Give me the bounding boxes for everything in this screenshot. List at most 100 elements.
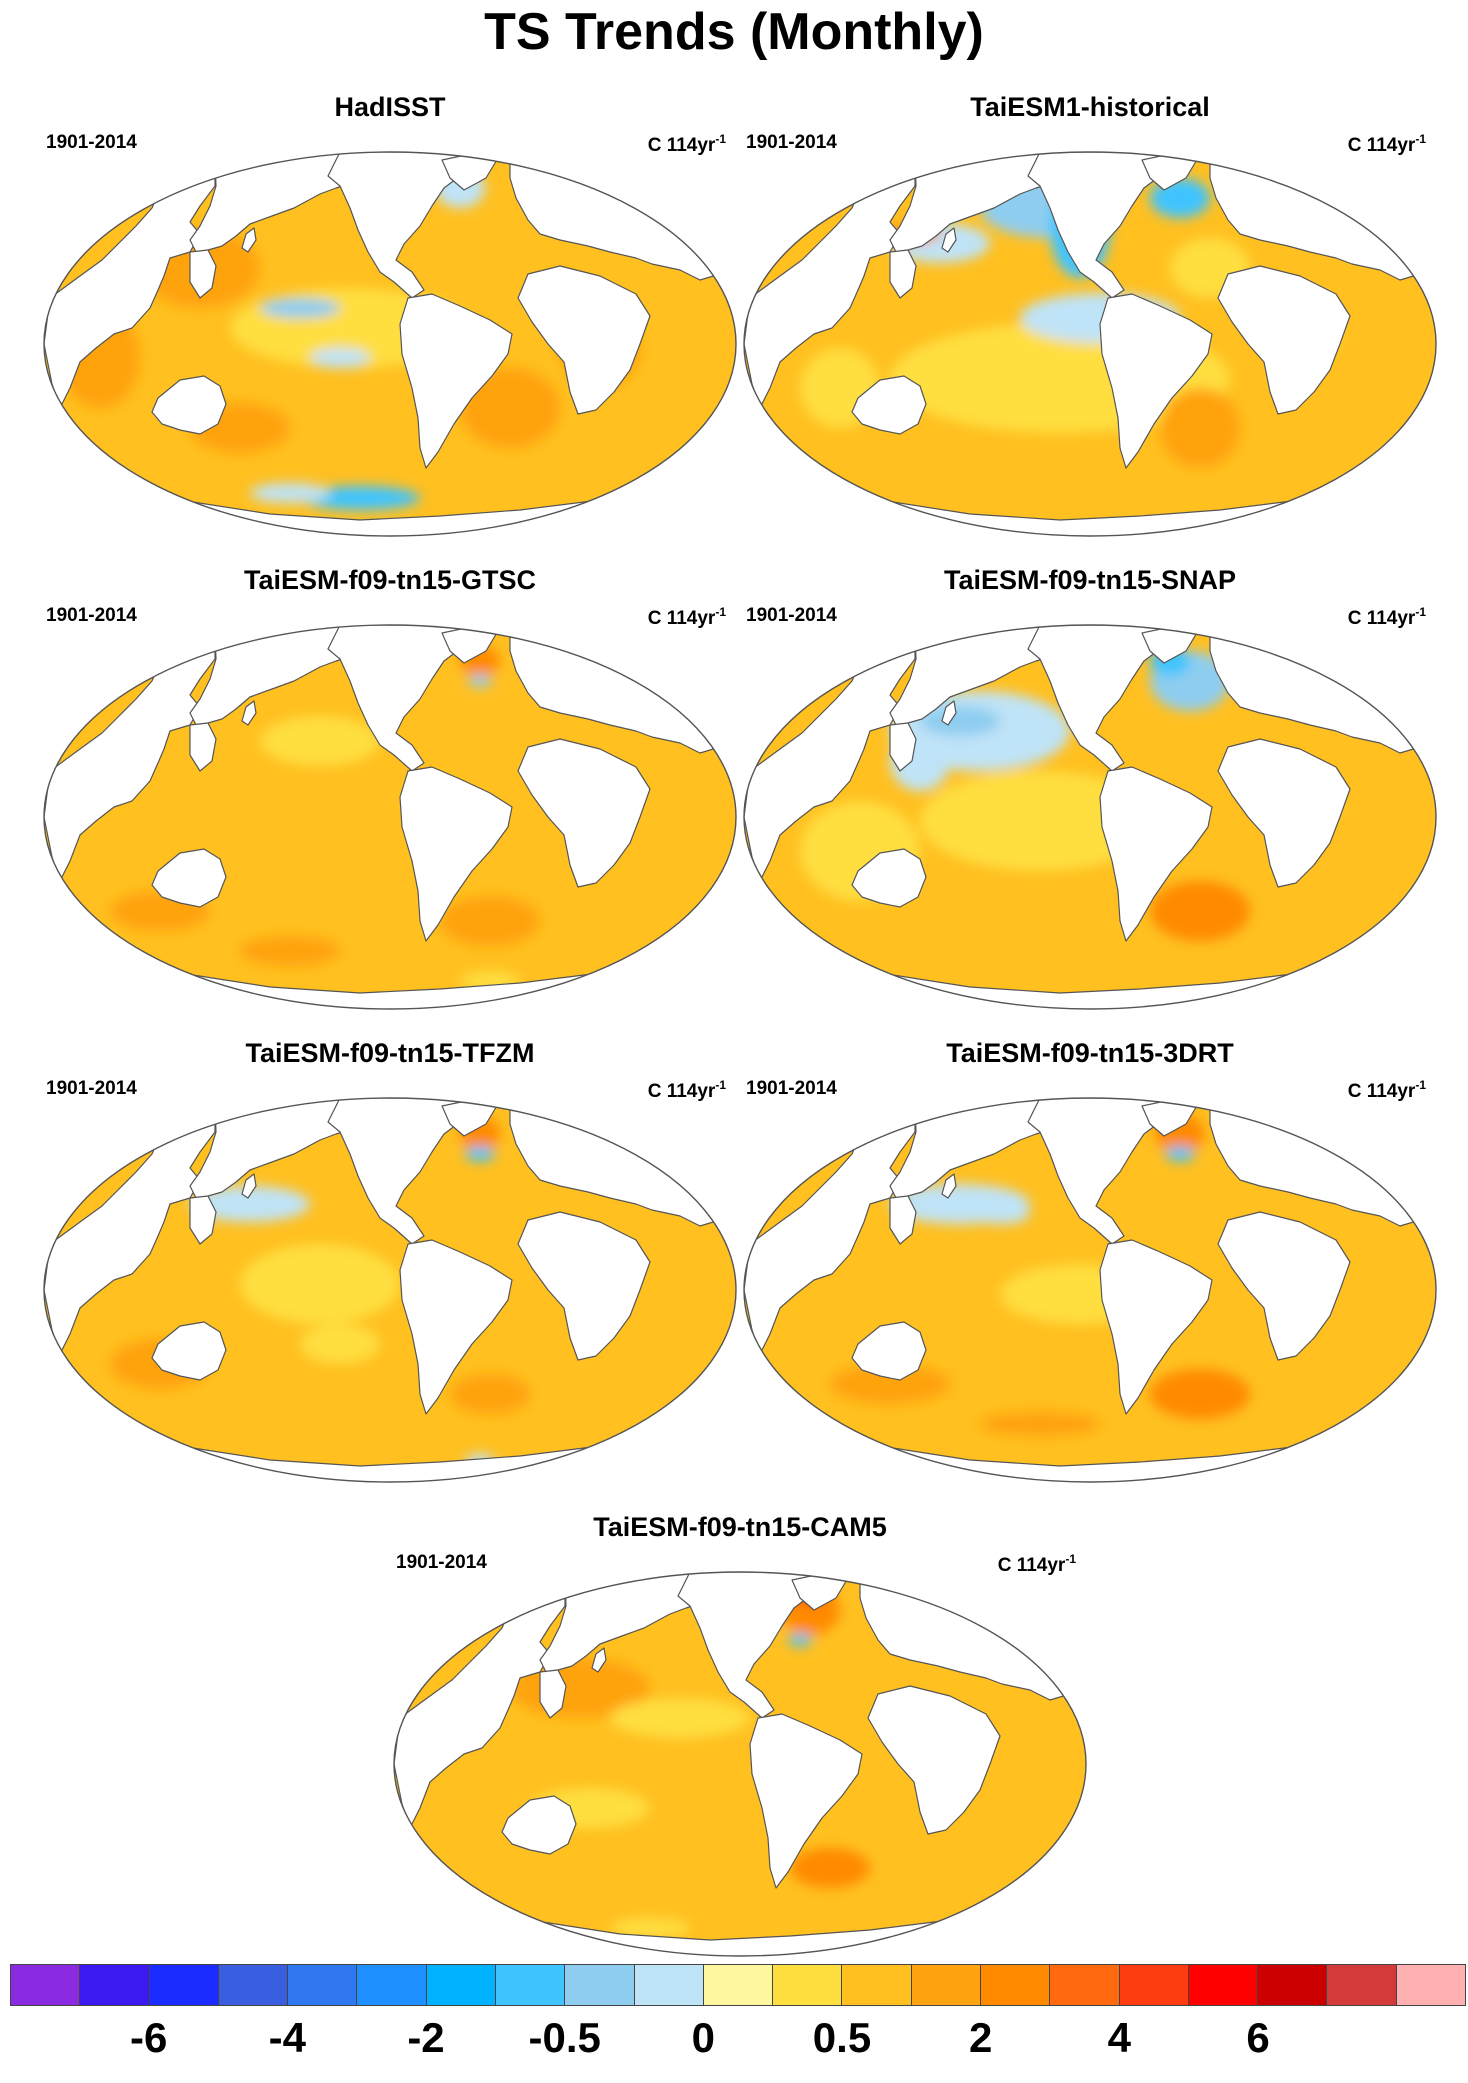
units-label: C 114yr-1: [1348, 128, 1426, 157]
land-south-america: [399, 766, 513, 942]
colorbar-tick-label: 4: [1107, 2014, 1132, 2061]
colorbar-box: [773, 1965, 843, 2005]
world-map: [743, 624, 1437, 1010]
land-north-america: [1027, 152, 1161, 299]
map-boundary: [43, 151, 737, 537]
colorbar-box: [357, 1965, 427, 2005]
land-indochina: [889, 722, 917, 772]
trend-anomaly-patch: [610, 1918, 690, 1938]
period-label: 1901-2014: [396, 1552, 487, 1573]
trend-anomaly-patch: [450, 1374, 530, 1414]
trend-anomaly-patch: [190, 1186, 310, 1222]
colorbar-box: [980, 1965, 1051, 2005]
units-exponent: -1: [715, 132, 726, 146]
map-panel-tfzm: TaiESM-f09-tn15-TFZM 1901-2014 C 114yr-1: [40, 1038, 740, 1488]
colorbar-tick-label: 6: [1246, 2014, 1270, 2061]
land-australia: [501, 1795, 577, 1855]
colorbar-tick-label: -2: [407, 2014, 445, 2061]
trend-anomaly-patch: [260, 716, 380, 766]
units-base: C 114yr: [1347, 608, 1416, 629]
land-south-america: [1099, 293, 1213, 469]
land-africa-east: [517, 265, 651, 415]
land-japan: [241, 227, 257, 253]
panel-title: TaiESM-f09-tn15-TFZM: [245, 1038, 535, 1068]
colorbar-box: [495, 1965, 566, 2005]
trend-anomaly-patch: [610, 1698, 750, 1738]
land-south-america: [399, 293, 513, 469]
trend-anomaly-patch: [250, 483, 330, 503]
trend-anomaly-patch: [970, 1204, 1030, 1224]
land-north-america: [327, 152, 461, 299]
colorbar-tick-label: -4: [268, 2014, 307, 2061]
land-indochina: [889, 249, 917, 299]
colorbar-labels: -6 -4 -2 -0.5 0 0.5 2 4 6: [10, 2012, 1466, 2068]
land-indochina: [539, 1669, 567, 1719]
land-north-america: [677, 1572, 811, 1719]
land-japan: [241, 700, 257, 726]
period-label: 1901-2014: [746, 605, 837, 626]
land-africa-east: [1217, 1211, 1351, 1361]
map-panel-3drt: TaiESM-f09-tn15-3DRT 1901-2014 C 114yr-1: [740, 1038, 1440, 1488]
land-indochina: [189, 249, 217, 299]
colorbar-box: [1119, 1965, 1189, 2005]
land-japan: [591, 1647, 607, 1673]
map-boundary: [743, 624, 1437, 1010]
units-label: C 114yr-1: [648, 601, 726, 630]
trend-anomaly-patch: [460, 368, 560, 448]
trend-anomaly-patch: [1150, 1369, 1250, 1419]
land-africa-east: [517, 738, 651, 888]
map-boundary: [393, 1571, 1087, 1957]
panel-title: TaiESM1-historical: [970, 92, 1210, 122]
trend-anomaly-patch: [790, 1848, 870, 1888]
map-boundary: [43, 624, 737, 1010]
panel-title: TaiESM-f09-tn15-3DRT: [946, 1038, 1234, 1068]
land-south-america: [1099, 1239, 1213, 1415]
land-indochina: [889, 1195, 917, 1245]
panel-title: HadISST: [334, 92, 446, 122]
panel-title: TaiESM-f09-tn15-CAM5: [593, 1512, 887, 1542]
trend-anomaly-patch: [980, 1412, 1100, 1436]
land-greenland: [441, 152, 499, 191]
land-north-america: [327, 625, 461, 772]
land-africa-east: [1217, 738, 1351, 888]
units-base: C 114yr: [647, 135, 716, 156]
land-greenland: [791, 1572, 849, 1611]
land-north-america: [327, 1098, 461, 1245]
land-south-america: [1099, 766, 1213, 942]
figure-title: TS Trends (Monthly): [484, 3, 984, 61]
colorbar-box: [1396, 1965, 1465, 2005]
period-label: 1901-2014: [46, 132, 137, 153]
land-south-america: [399, 1239, 513, 1415]
units-label: C 114yr-1: [648, 128, 726, 157]
trend-anomaly-patch: [240, 1244, 400, 1324]
units-label: C 114yr-1: [1348, 1074, 1426, 1103]
world-map: [743, 151, 1437, 537]
units-exponent: -1: [1415, 605, 1426, 619]
colorbar-box: [911, 1965, 981, 2005]
units-exponent: -1: [715, 605, 726, 619]
land-south-america: [749, 1713, 863, 1889]
land-japan: [941, 1173, 957, 1199]
trend-anomaly-patch: [240, 936, 340, 966]
world-map: [743, 1097, 1437, 1483]
colorbar-tick-label: 2: [968, 2014, 993, 2061]
trend-anomaly-patch: [788, 1634, 812, 1646]
map-boundary: [43, 1097, 737, 1483]
trend-anomaly-patch: [300, 1324, 380, 1364]
colorbar-box: [218, 1965, 289, 2005]
units-base: C 114yr: [1347, 1081, 1416, 1102]
colorbar-box: [565, 1965, 635, 2005]
world-map: [43, 1097, 737, 1483]
colorbar-box: [1258, 1965, 1328, 2005]
panel-title: TaiESM-f09-tn15-GTSC: [243, 565, 537, 595]
trend-anomaly-patch: [830, 1364, 950, 1404]
trend-anomaly-patch: [310, 348, 370, 368]
land-greenland: [1141, 625, 1199, 664]
land-australia: [151, 848, 227, 908]
units-label: C 114yr-1: [1348, 601, 1426, 630]
colorbar-tick-label: 0: [691, 2014, 716, 2061]
map-panel-cam5: TaiESM-f09-tn15-CAM5 1901-2014 C 114yr-1: [390, 1512, 1090, 1962]
units-label: C 114yr-1: [648, 1074, 726, 1103]
land-indochina: [189, 722, 217, 772]
trend-anomaly-patch: [920, 706, 1000, 736]
